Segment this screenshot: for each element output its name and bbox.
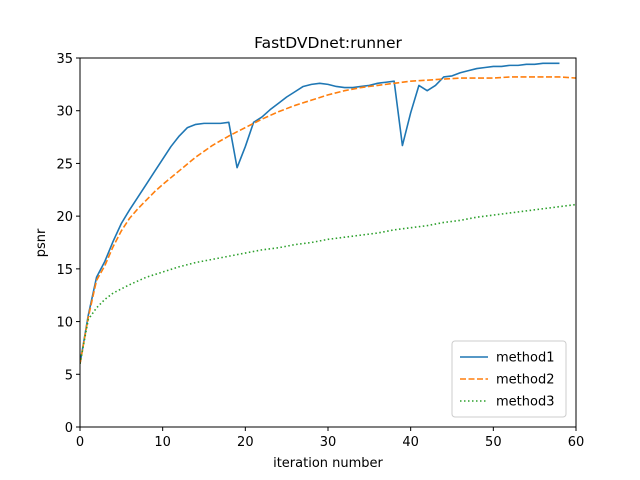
series-layer (80, 62, 576, 364)
x-tick-label: 20 (237, 435, 254, 450)
y-axis-label: psnr (34, 228, 49, 257)
x-tick-label: 60 (568, 435, 585, 450)
legend-label-method3: method3 (496, 395, 554, 410)
y-tick-label: 25 (56, 157, 73, 172)
ticks-layer: 0 10 20 30 40 50 60 0 5 10 15 20 25 30 35 (56, 52, 584, 450)
y-tick-label: 10 (56, 316, 73, 331)
x-tick-label: 50 (485, 435, 502, 450)
x-tick-label: 30 (320, 435, 337, 450)
legend-label-method2: method2 (496, 373, 554, 388)
series-line-method1 (80, 62, 560, 364)
legend: method1 method2 method3 (451, 340, 567, 418)
y-tick-label: 15 (56, 263, 73, 278)
legend-label-method1: method1 (496, 351, 554, 366)
y-tick-label: 0 (65, 421, 73, 436)
y-tick-label: 30 (56, 105, 73, 120)
legend-box (451, 340, 567, 418)
x-tick-label: 0 (76, 435, 84, 450)
x-tick-label: 10 (154, 435, 171, 450)
x-tick-label: 40 (402, 435, 419, 450)
y-tick-label: 35 (56, 52, 73, 67)
series-line-method2 (80, 76, 576, 364)
x-axis-label: iteration number (273, 456, 383, 471)
y-tick-label: 5 (65, 368, 73, 383)
y-tick-label: 20 (56, 210, 73, 225)
chart-title: FastDVDnet:runner (254, 34, 402, 52)
